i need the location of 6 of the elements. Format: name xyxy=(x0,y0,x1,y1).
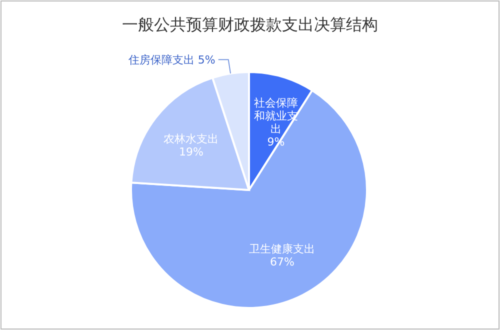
slice-label: 住房保障支出 5% xyxy=(128,54,216,67)
slice-label: 农林水支出 xyxy=(164,132,219,146)
chart-title: 一般公共预算财政拨款支出决算结构 xyxy=(122,15,378,34)
slice-label: 卫生健康支出 xyxy=(249,242,316,256)
data-label: 67% xyxy=(270,256,294,269)
data-label: 19% xyxy=(178,146,204,159)
